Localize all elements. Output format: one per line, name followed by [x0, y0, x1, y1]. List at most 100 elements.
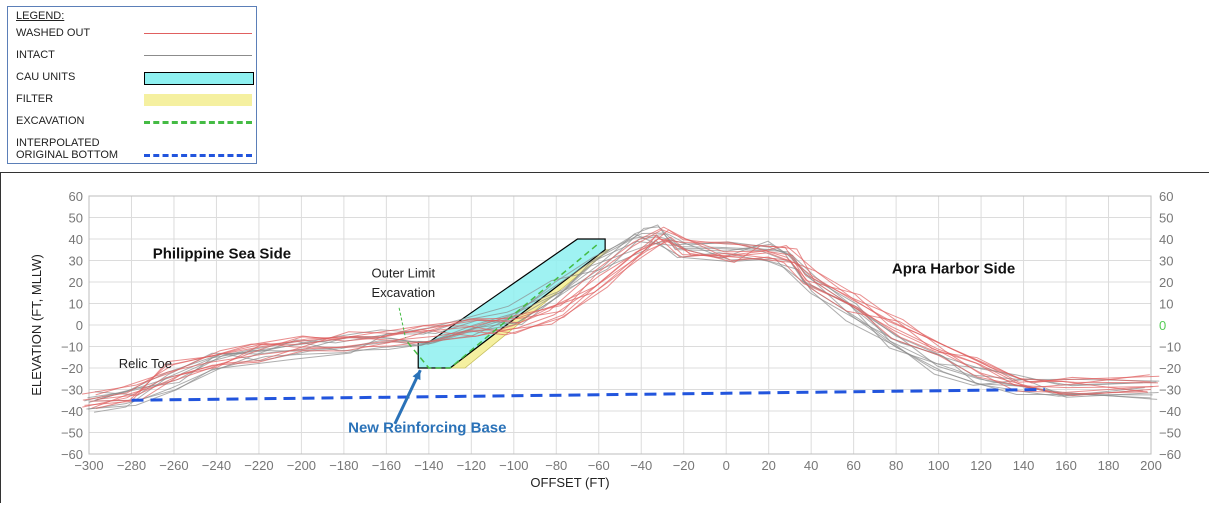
series-line: [407, 242, 600, 369]
x-tick-label: −260: [159, 458, 188, 473]
x-tick-label: 180: [1098, 458, 1120, 473]
chart-annotation: Outer Limit: [371, 266, 435, 281]
y-tick-label-right: 20: [1159, 275, 1173, 290]
y-tick-label-left: −50: [61, 426, 83, 441]
y-tick-label-left: 20: [69, 275, 83, 290]
y-tick-label-left: 60: [69, 189, 83, 204]
x-tick-label: −120: [457, 458, 486, 473]
x-tick-label: −240: [202, 458, 231, 473]
y-tick-label-left: 40: [69, 232, 83, 247]
legend-item-label: INTACT: [16, 49, 55, 61]
legend-item: INTERPOLATED ORIGINAL BOTTOM: [16, 137, 252, 161]
y-tick-label-right: −30: [1159, 383, 1181, 398]
chart-annotation: Excavation: [371, 285, 435, 300]
series-line: [95, 236, 1151, 409]
y-tick-label-left: −20: [61, 361, 83, 376]
profile-chart: −300 −280 −260 −240 −220 −200 −180 −160 −140 −120…: [29, 189, 1181, 490]
legend-title: LEGEND:: [16, 10, 65, 22]
y-tick-label-right: −40: [1159, 404, 1181, 419]
legend-item: EXCAVATION: [16, 115, 252, 129]
legend-swatch: [144, 94, 252, 106]
y-tick-label-left: 30: [69, 254, 83, 269]
x-tick-label: −140: [414, 458, 443, 473]
x-tick-label: −80: [545, 458, 567, 473]
series-line: [96, 229, 1159, 400]
x-tick-label: 40: [804, 458, 818, 473]
series-line: [84, 234, 1160, 406]
x-tick-label: −100: [499, 458, 528, 473]
legend-swatch: [144, 72, 254, 85]
x-axis-label: OFFSET (FT): [530, 475, 609, 490]
legend-swatch: [144, 121, 252, 124]
legend-item-label: CAU UNITS: [16, 71, 76, 83]
legend-swatch: [144, 33, 252, 34]
chart-series: [81, 224, 1160, 413]
legend-item-label: EXCAVATION: [16, 115, 85, 127]
legend-item-label: WASHED OUT: [16, 27, 91, 39]
y-tick-label-right: 40: [1159, 232, 1173, 247]
chart-annotation: Philippine Sea Side: [153, 245, 291, 262]
series-line: [94, 240, 1159, 398]
chart-annotation: Apra Harbor Side: [892, 260, 1015, 277]
legend: LEGEND: WASHED OUT INTACT CAU UNITS FILTER E…: [7, 6, 257, 164]
x-tick-label: −280: [117, 458, 146, 473]
chart-annotation: Relic Toe: [119, 356, 172, 371]
y-tick-label-left: −40: [61, 404, 83, 419]
legend-item: FILTER: [16, 93, 252, 107]
legend-item: CAU UNITS: [16, 71, 254, 85]
y-tick-label-left: 10: [69, 297, 83, 312]
y-axis-label: ELEVATION (FT, MLLW): [29, 254, 44, 396]
series-line: [92, 233, 1157, 402]
legend-swatch: [144, 55, 252, 56]
y-tick-label-left: 50: [69, 211, 83, 226]
legend-item: INTACT: [16, 49, 252, 63]
x-tick-label: −60: [588, 458, 610, 473]
y-tick-label-left: −10: [61, 340, 83, 355]
chart-grid: [88, 195, 1152, 455]
series-line: [84, 224, 1158, 402]
x-tick-label: 20: [761, 458, 775, 473]
y-tick-label-right: 0: [1159, 318, 1166, 333]
legend-item-label: FILTER: [16, 93, 54, 105]
y-tick-label-right: 60: [1159, 189, 1173, 204]
y-tick-label-right: 30: [1159, 254, 1173, 269]
x-tick-label: 140: [1013, 458, 1035, 473]
chart-annotation: New Reinforcing Base: [348, 420, 506, 437]
y-tick-label-right: −20: [1159, 361, 1181, 376]
y-tick-label-left: −30: [61, 383, 83, 398]
plot-border: [88, 195, 1152, 455]
x-tick-label: 120: [970, 458, 992, 473]
excavation-pointer: [398, 307, 406, 339]
x-tick-label: −40: [630, 458, 652, 473]
x-tick-label: 0: [723, 458, 730, 473]
y-tick-label-right: −60: [1159, 447, 1181, 462]
y-tick-label-right: −50: [1159, 426, 1181, 441]
legend-swatch: [144, 154, 252, 157]
x-tick-label: −200: [287, 458, 316, 473]
y-tick-label-right: 50: [1159, 211, 1173, 226]
chart-labels: Philippine Sea Side Apra Harbor Side Outer…: [119, 245, 1016, 436]
series-line: [82, 240, 1149, 408]
legend-item: WASHED OUT: [16, 27, 252, 41]
x-tick-label: −220: [244, 458, 273, 473]
x-tick-label: −180: [329, 458, 358, 473]
callout-arrow-head: [412, 370, 421, 381]
callout-arrow: [393, 369, 422, 425]
x-tick-label: 80: [889, 458, 903, 473]
x-tick-label: 200: [1140, 458, 1162, 473]
y-tick-label-left: −60: [61, 447, 83, 462]
x-tick-label: 100: [928, 458, 950, 473]
chart-ticks: −300 −280 −260 −240 −220 −200 −180 −160 −140 −120…: [29, 189, 1181, 490]
y-tick-label-left: 0: [76, 318, 83, 333]
x-tick-label: −20: [673, 458, 695, 473]
y-tick-label-right: 10: [1159, 297, 1173, 312]
x-tick-label: −300: [74, 458, 103, 473]
series-line: [95, 226, 1150, 396]
legend-item-label: INTERPOLATED ORIGINAL BOTTOM: [16, 137, 119, 161]
chart-frame: −300 −280 −260 −240 −220 −200 −180 −160 −140 −120…: [0, 172, 1209, 503]
series-line: [131, 388, 1045, 402]
x-tick-label: 60: [846, 458, 860, 473]
y-tick-label-right: −10: [1159, 340, 1181, 355]
x-tick-label: −160: [372, 458, 401, 473]
x-tick-label: 160: [1055, 458, 1077, 473]
